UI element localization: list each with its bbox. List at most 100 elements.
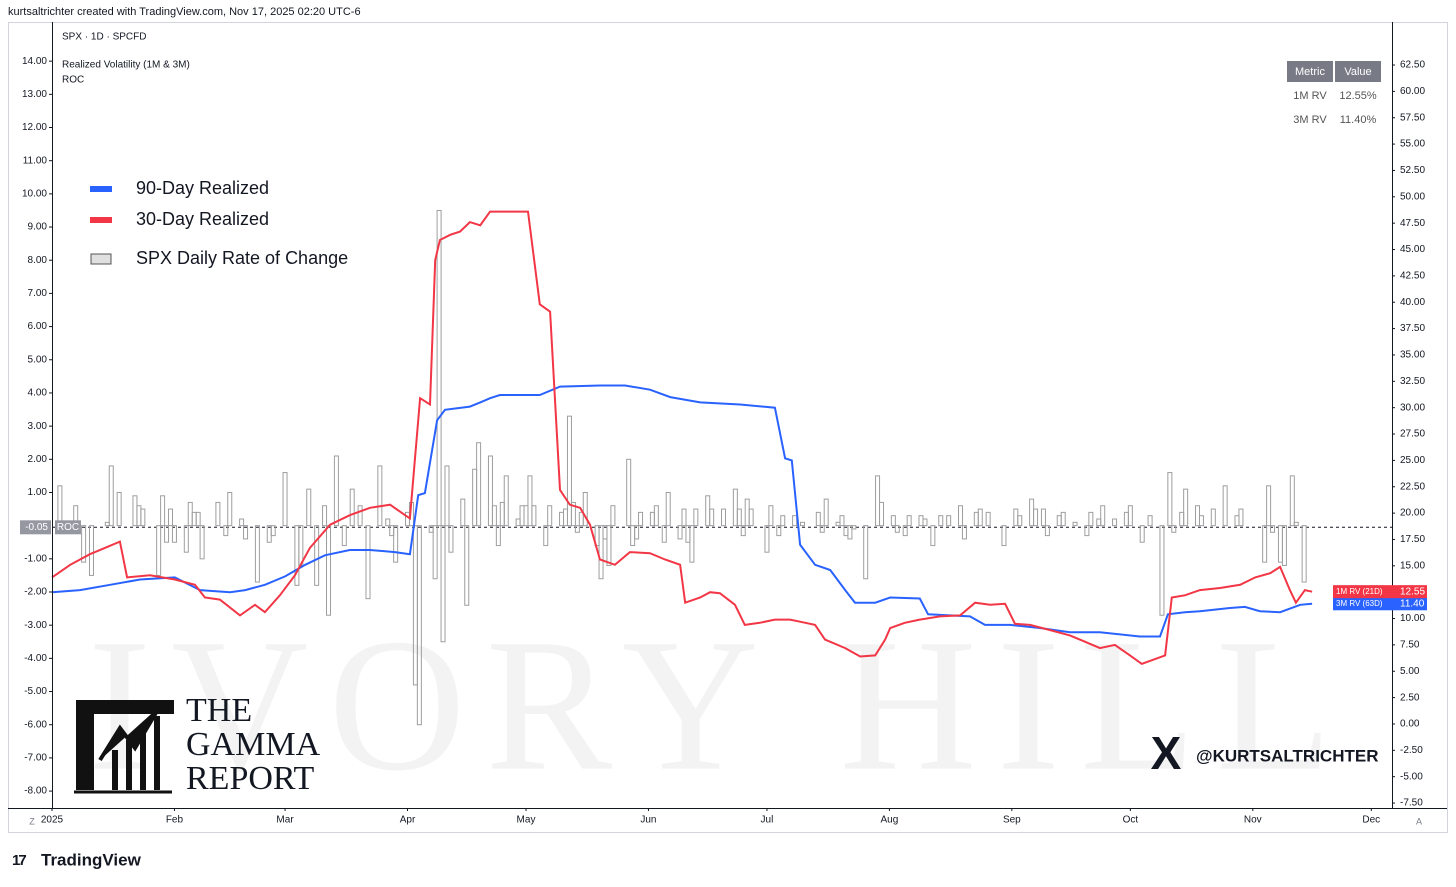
roc-bar — [894, 525, 900, 533]
indicator-name: Realized Volatility (1M & 3M) — [62, 60, 190, 71]
roc-bar — [1127, 505, 1133, 527]
roc-bar — [416, 525, 422, 726]
roc-bar — [385, 518, 391, 527]
roc-bar — [444, 465, 450, 527]
x-logo: X — [1151, 727, 1182, 779]
roc-bar — [160, 495, 166, 527]
y-tick-label: 3.00 — [28, 421, 48, 432]
roc-bar — [81, 525, 87, 563]
reference-name: ROC — [57, 522, 79, 533]
roc-bar — [721, 508, 727, 527]
y-tick-label: -8.00 — [24, 786, 47, 797]
x-handle: @KURTSALTRICHTER — [1196, 746, 1378, 765]
roc-bar — [815, 511, 821, 527]
footer: TradingView — [41, 850, 142, 869]
y-tick-label: 11.00 — [23, 155, 48, 166]
roc-bar — [1088, 511, 1094, 527]
y2-tick-label: 42.50 — [1400, 271, 1425, 282]
roc-bar — [357, 505, 363, 527]
roc-bar — [1222, 485, 1228, 527]
roc-bar — [748, 508, 754, 527]
table-cell: 12.55% — [1339, 90, 1377, 102]
y-tick-label: 9.00 — [28, 222, 48, 233]
roc-bar — [314, 525, 320, 586]
roc-bar — [1100, 505, 1106, 527]
roc-bar — [171, 525, 177, 543]
y2-tick-label: -2.50 — [1400, 745, 1423, 756]
price-badge — [1333, 597, 1427, 611]
roc-bar — [1289, 475, 1295, 527]
roc-bar — [736, 508, 742, 527]
logo-bar — [154, 716, 160, 790]
y2-tick-label: 20.00 — [1400, 508, 1425, 519]
roc-bar — [823, 498, 829, 527]
y-tick-label: 12.00 — [22, 122, 47, 133]
roc-bar — [566, 415, 572, 527]
roc-bar — [1072, 521, 1078, 527]
logo-text: GAMMA — [186, 726, 321, 763]
y2-tick-label: 35.00 — [1400, 350, 1425, 361]
y-tick-label: 6.00 — [28, 321, 48, 332]
roc-bar — [653, 505, 659, 527]
volatility-line — [51, 210, 1313, 666]
table-cell: 1M RV — [1293, 90, 1327, 102]
y-tick-label: 7.00 — [28, 288, 48, 299]
pane-name: ROC — [62, 75, 84, 86]
legend-label: 30-Day Realized — [136, 209, 269, 229]
scale-button[interactable]: Z — [29, 816, 35, 826]
roc-bar — [156, 525, 162, 576]
roc-bar — [1210, 508, 1216, 527]
reference-label: -0.05 — [25, 522, 48, 533]
roc-bar — [1293, 521, 1299, 527]
scale-button[interactable]: A — [1416, 816, 1422, 826]
roc-bar — [464, 525, 470, 606]
roc-bar — [476, 442, 482, 527]
x-tick-label: Nov — [1244, 815, 1262, 826]
roc-bar — [322, 505, 328, 527]
roc-bar — [1167, 472, 1173, 527]
roc-bar — [436, 209, 442, 527]
table-header-cell — [1287, 61, 1333, 82]
roc-bar — [254, 525, 260, 583]
roc-bar — [448, 525, 454, 553]
y-tick-label: -2.00 — [24, 587, 47, 598]
x-tick-label: Mar — [276, 815, 294, 826]
roc-bar — [89, 525, 95, 576]
roc-bar — [1238, 508, 1244, 527]
y-tick-label: -6.00 — [24, 719, 47, 730]
y-tick-label: 1.00 — [28, 487, 48, 498]
legend-label: SPX Daily Rate of Change — [136, 248, 348, 268]
y2-tick-label: 27.50 — [1400, 429, 1425, 440]
roc-bar — [168, 508, 174, 527]
roc-bar — [922, 518, 928, 527]
roc-bar — [890, 515, 896, 527]
x-tick-label: Dec — [1362, 815, 1380, 826]
roc-bar — [863, 525, 869, 580]
roc-bar — [570, 501, 576, 527]
y-tick-label: 13.00 — [22, 89, 47, 100]
roc-bar — [491, 505, 497, 527]
volatility-line — [51, 384, 1313, 638]
roc-bar — [792, 515, 798, 527]
x-tick-label: Oct — [1123, 815, 1139, 826]
y2-tick-label: 25.00 — [1400, 455, 1425, 466]
y-tick-label: -7.00 — [24, 753, 47, 764]
roc-bar — [487, 455, 493, 527]
y2-tick-label: 32.50 — [1400, 376, 1425, 387]
logo-text: THE — [186, 692, 252, 729]
y2-tick-label: 47.50 — [1400, 218, 1425, 229]
roc-bar — [626, 458, 632, 527]
roc-bar — [164, 525, 170, 543]
credit: kurtsaltrichter created with TradingView… — [8, 6, 361, 18]
roc-bar — [847, 525, 853, 540]
gamma-logo: THE GAMMA REPORT — [74, 692, 321, 797]
roc-bar — [495, 525, 501, 547]
y2-tick-label: 57.50 — [1400, 112, 1425, 123]
logo-bar — [140, 730, 146, 790]
roc-bar — [768, 505, 774, 527]
roc-bar — [1001, 525, 1007, 547]
y2-tick-label: 22.50 — [1400, 481, 1425, 492]
roc-bar — [460, 498, 466, 527]
roc-bar — [282, 472, 288, 527]
